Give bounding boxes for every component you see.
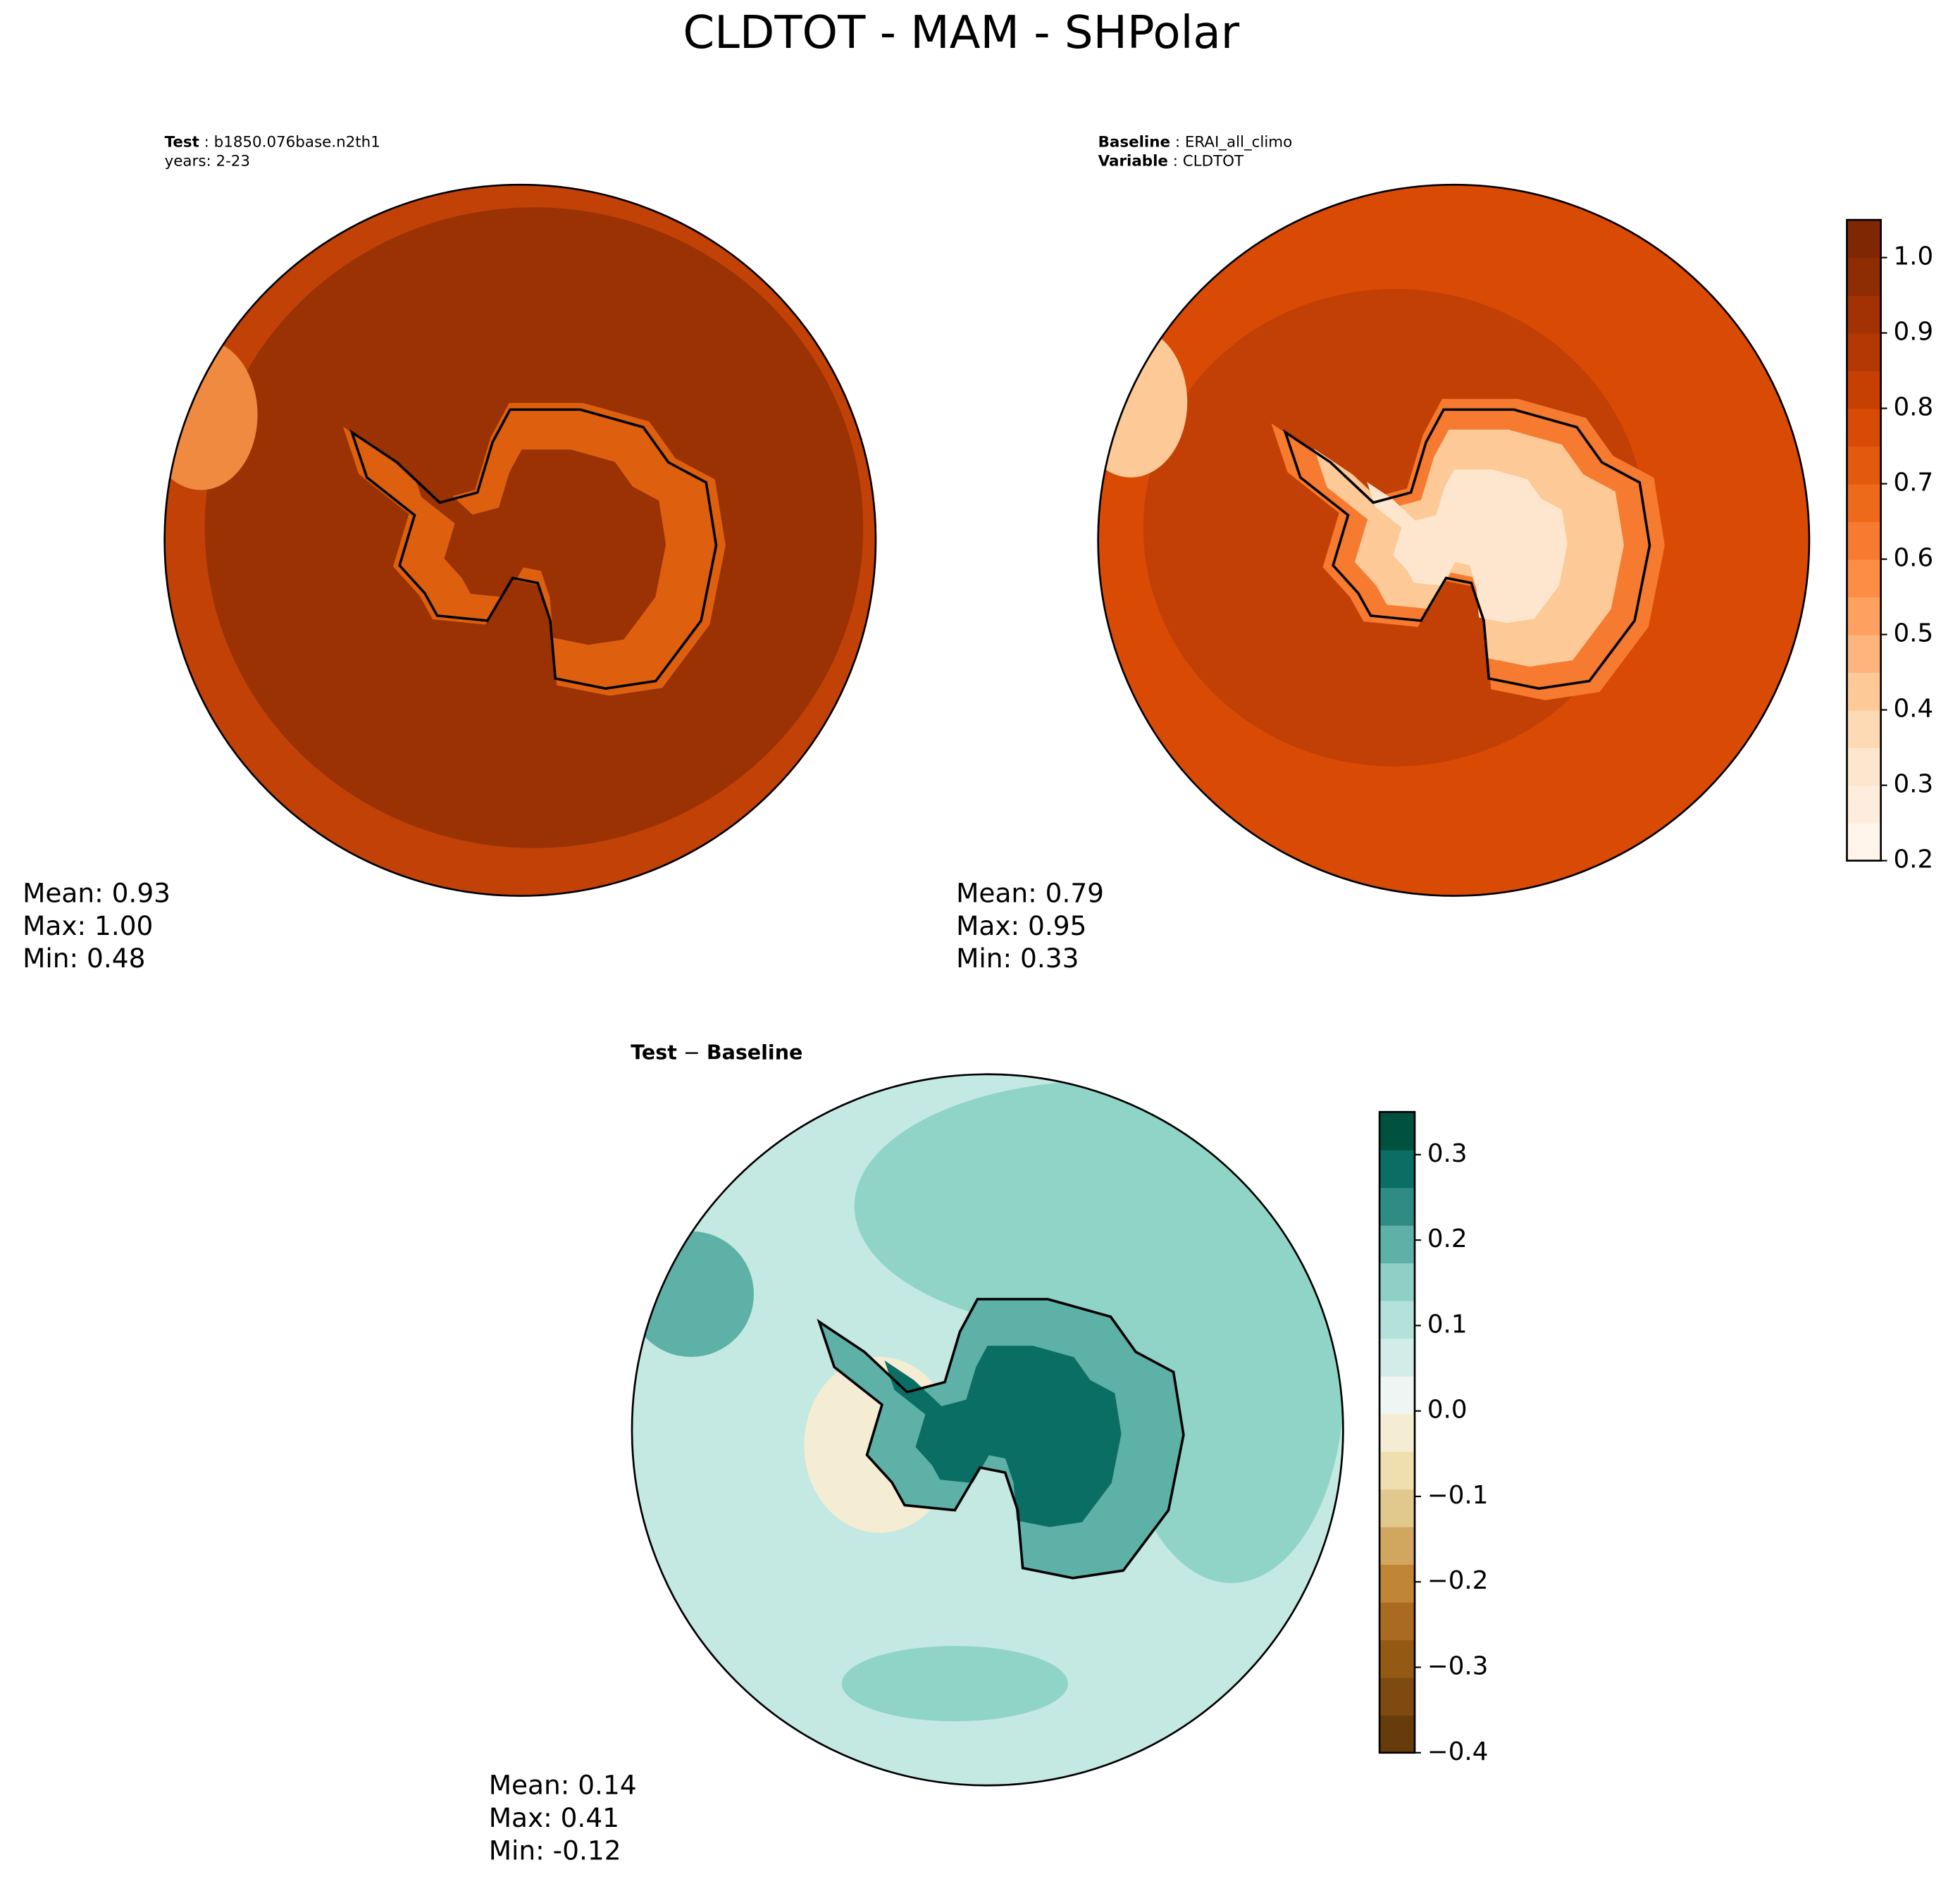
- colorbar-band: [1847, 333, 1881, 371]
- colorbar-band: [1379, 1300, 1415, 1339]
- panel-header: years: 2-23: [165, 152, 250, 170]
- header-key: Test: [165, 134, 199, 151]
- header-key: Baseline: [1098, 134, 1170, 151]
- colorbar-band: [1379, 1601, 1415, 1641]
- colorbar-band: [1847, 408, 1881, 447]
- stat-line: Min: 0.48: [23, 943, 145, 974]
- figure-title: CLDTOT - MAM - SHPolar: [683, 6, 1239, 59]
- colorbar-band: [1847, 559, 1881, 597]
- colorbar-tick-label: 0.6: [1893, 544, 1933, 573]
- colorbar-tick-label: 0.1: [1427, 1310, 1468, 1339]
- colorbar-band: [1847, 257, 1881, 296]
- colorbar-band: [1847, 634, 1881, 673]
- colorbar-tick-label: 1.0: [1893, 242, 1933, 271]
- header-text: : b1850.076base.n2th1: [199, 134, 380, 151]
- colorbar-band: [1379, 1564, 1415, 1603]
- header-key: Test: [631, 1041, 677, 1064]
- colorbar-band: [1379, 1375, 1415, 1415]
- colorbar-band: [1379, 1224, 1415, 1264]
- colorbar-band: [1847, 672, 1881, 711]
- colorbar-band: [1379, 1413, 1415, 1452]
- colorbar-band: [1847, 785, 1881, 824]
- header-text: years: 2-23: [165, 152, 250, 170]
- stat-line: Mean: 0.14: [489, 1770, 637, 1801]
- colorbar-tick-label: −0.4: [1427, 1737, 1489, 1766]
- colorbar-band: [1847, 220, 1881, 259]
- stat-line: Min: -0.12: [489, 1835, 621, 1866]
- map-border: [1097, 183, 1811, 897]
- colorbar-tick-label: 0.9: [1893, 318, 1933, 347]
- panel-header: Baseline : ERAI_all_climo: [1098, 134, 1293, 151]
- colorbar-band: [1847, 295, 1881, 334]
- stat-line: Max: 1.00: [23, 910, 153, 941]
- stat-line: Mean: 0.79: [956, 877, 1104, 908]
- colorbar-tick-label: 0.7: [1893, 469, 1933, 497]
- colorbar-band: [1847, 823, 1881, 862]
- colorbar-band: [1379, 1451, 1415, 1490]
- colorbar-band: [1379, 1338, 1415, 1377]
- colorbar-band: [1379, 1187, 1415, 1226]
- stat-line: Min: 0.33: [956, 943, 1079, 974]
- header-key: Baseline: [707, 1041, 802, 1064]
- colorbar-band: [1847, 371, 1881, 409]
- colorbar-band: [1379, 1677, 1415, 1716]
- panel-header: Test : b1850.076base.n2th1: [165, 134, 380, 151]
- colorbar-frame: [1378, 1110, 1416, 1754]
- map-difference: [632, 1074, 1344, 1786]
- colorbar-tick-label: 0.4: [1893, 695, 1933, 724]
- header-text: : CLDTOT: [1168, 152, 1244, 170]
- stat-line: Max: 0.41: [489, 1802, 619, 1833]
- header-key: Variable: [1098, 152, 1168, 170]
- colorbar-tick-label: 0.5: [1893, 619, 1933, 648]
- colorbar-band: [1379, 1639, 1415, 1678]
- colorbar-frame: [1846, 218, 1882, 862]
- colorbar-band: [1379, 1526, 1415, 1565]
- colorbar-band: [1847, 521, 1881, 560]
- map-border: [631, 1073, 1344, 1787]
- map-test: [164, 185, 876, 896]
- colorbar-band: [1847, 709, 1881, 748]
- map-baseline: [1098, 185, 1809, 896]
- panel-header: Variable : CLDTOT: [1098, 152, 1244, 170]
- colorbar-tick-label: 0.8: [1893, 393, 1933, 422]
- map-border: [163, 183, 877, 897]
- colorbar-tick-label: 0.2: [1427, 1224, 1468, 1253]
- colorbar-band: [1379, 1715, 1415, 1754]
- header-text: : ERAI_all_climo: [1170, 134, 1292, 151]
- panel-header: Test − Baseline: [631, 1041, 802, 1064]
- colorbar-tick-label: −0.1: [1427, 1481, 1489, 1510]
- colorbar-tick-label: −0.3: [1427, 1651, 1489, 1680]
- colorbar-tick-label: −0.2: [1427, 1566, 1489, 1595]
- colorbar-band: [1847, 446, 1881, 485]
- colorbar-tick-label: 0.3: [1893, 770, 1933, 799]
- colorbar-band: [1847, 597, 1881, 635]
- colorbar-band: [1847, 748, 1881, 786]
- stat-line: Max: 0.95: [956, 910, 1086, 941]
- colorbar-tick-label: 0.3: [1427, 1139, 1468, 1168]
- colorbar-band: [1379, 1149, 1415, 1189]
- colorbar-band: [1847, 483, 1881, 522]
- colorbar-tick-label: 0.2: [1893, 845, 1933, 874]
- header-text: −: [677, 1041, 707, 1064]
- stat-line: Mean: 0.93: [23, 877, 170, 908]
- colorbar-tick-label: 0.0: [1427, 1396, 1468, 1425]
- colorbar-band: [1379, 1263, 1415, 1301]
- colorbar-band: [1379, 1112, 1415, 1151]
- colorbar-band: [1379, 1489, 1415, 1527]
